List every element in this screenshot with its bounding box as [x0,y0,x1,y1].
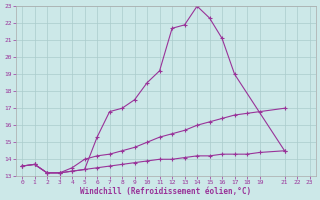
X-axis label: Windchill (Refroidissement éolien,°C): Windchill (Refroidissement éolien,°C) [80,187,252,196]
